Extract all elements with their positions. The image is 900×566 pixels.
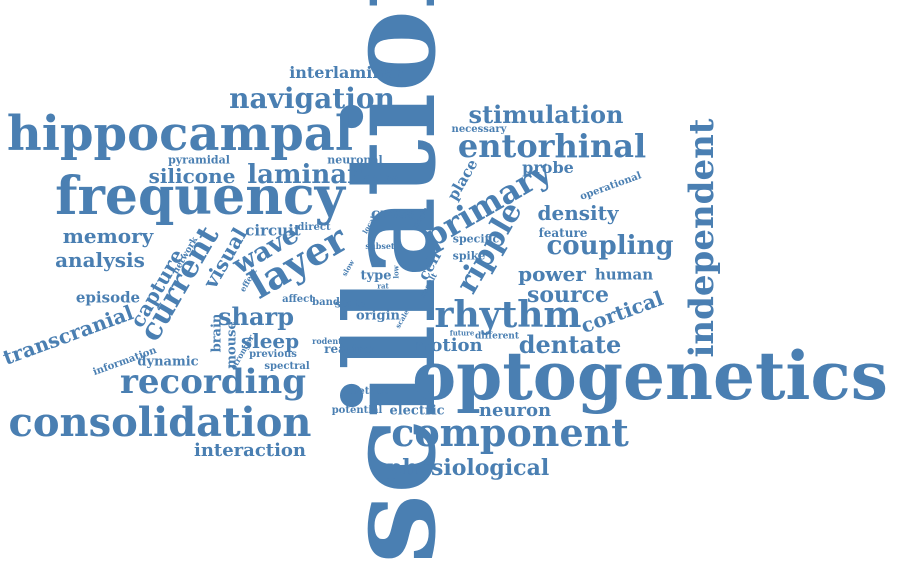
word-analysis: analysis (55, 248, 145, 272)
word-neuron: neuron (478, 400, 552, 421)
word-animal: animal (363, 173, 403, 184)
word-interlaminar: interlaminar (289, 63, 403, 82)
word-electric: electric (389, 403, 445, 419)
word-navigation: navigation (229, 82, 395, 115)
word-memory: memory (62, 224, 154, 248)
word-affect: affect (282, 294, 314, 305)
word-neuronal: neuronal (327, 153, 383, 167)
word-rat: rat (377, 281, 389, 291)
word-spectral: spectral (264, 361, 310, 372)
word-necessary: necessary (451, 124, 507, 135)
word-density: density (537, 201, 619, 225)
word-subset: subset (365, 241, 395, 251)
word-pyramidal: pyramidal (168, 153, 230, 167)
word-brain: brain (209, 313, 225, 353)
word-laminar: laminar (247, 160, 361, 190)
word-dynamic: dynamic (137, 354, 199, 370)
word-state: state (334, 297, 366, 311)
word-optogenetics: optogenetics (412, 337, 888, 415)
word-recording: recording (119, 362, 307, 402)
word-power: power (518, 262, 586, 286)
word-motion: motion (411, 335, 483, 356)
word-hippocampal: hippocampal (6, 106, 354, 162)
word-dentate: dentate (518, 330, 622, 359)
word-human: human (594, 265, 654, 284)
word-source: source (526, 282, 610, 308)
word-component: component (391, 410, 629, 455)
word-origin: origin (356, 308, 400, 324)
word-future: future (449, 328, 475, 338)
word-rodent: rodent (312, 336, 342, 346)
word-feature: feature (538, 226, 588, 240)
word-sharp: sharp (218, 302, 294, 331)
word-direct: direct (297, 222, 331, 233)
word-episode: episode (75, 288, 141, 307)
word-physiological: physiological (386, 455, 550, 481)
word-probe: probe (522, 158, 574, 177)
word-operational: operational (578, 170, 643, 203)
word-sleep: sleep (240, 329, 300, 353)
word-silicone: silicone (148, 164, 236, 188)
word-different: different (475, 331, 519, 342)
word-cross: cross (371, 204, 415, 223)
word-specific: specific (452, 232, 500, 246)
word-stimulation: stimulation (468, 100, 624, 129)
word-rearing: rearing (324, 342, 374, 356)
word-consolidation: consolidation (8, 399, 312, 446)
word-independent: independent (682, 118, 722, 358)
word-band: band (312, 297, 340, 308)
word-spike: spike (452, 249, 486, 263)
word-previous: previous (249, 349, 297, 360)
word-coupling: coupling (546, 231, 674, 261)
word-interaction: interaction (193, 440, 307, 461)
word-circuit: circuit (245, 221, 301, 240)
word-rhythm: rhythm (434, 294, 582, 336)
word-type: type (360, 268, 392, 284)
word-method: method (347, 386, 391, 397)
word-frequency: frequency (55, 166, 345, 227)
word-entorhinal: entorhinal (457, 127, 647, 165)
word-low: low (391, 265, 401, 279)
word-potential: potential (331, 405, 383, 416)
